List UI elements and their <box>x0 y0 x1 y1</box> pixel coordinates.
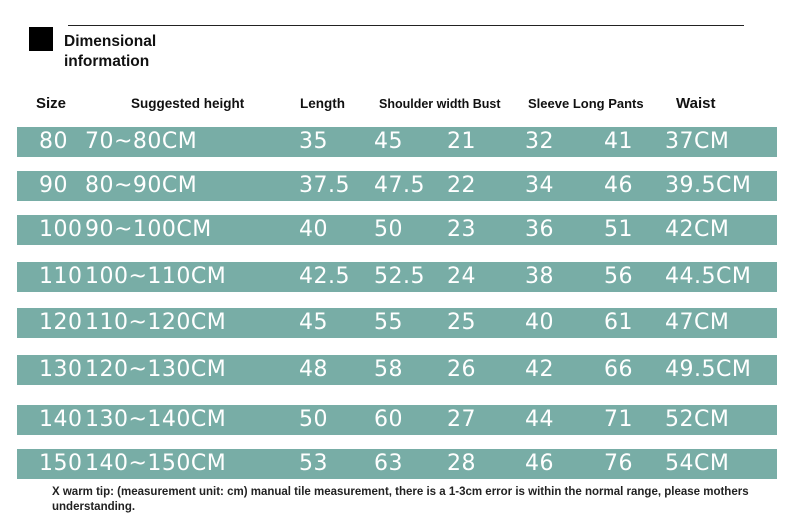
cell-length: 53 <box>299 451 328 476</box>
table-row: 150 140~150CM 53 63 28 46 76 54CM <box>17 449 777 479</box>
cell-bust: 25 <box>447 310 476 335</box>
cell-pants: 71 <box>604 407 633 432</box>
cell-size: 90 <box>39 173 68 198</box>
cell-height: 120~130CM <box>85 357 227 382</box>
cell-waist: 42CM <box>665 217 730 242</box>
cell-height: 140~150CM <box>85 451 227 476</box>
cell-waist: 52CM <box>665 407 730 432</box>
cell-waist: 54CM <box>665 451 730 476</box>
cell-waist: 37CM <box>665 129 730 154</box>
cell-pants: 61 <box>604 310 633 335</box>
cell-sleeve: 42 <box>525 357 554 382</box>
header-sleeve-pants: Sleeve Long Pants <box>528 96 644 111</box>
cell-sleeve: 34 <box>525 173 554 198</box>
table-row: 90 80~90CM 37.5 47.5 22 34 46 39.5CM <box>17 171 777 201</box>
cell-sleeve: 40 <box>525 310 554 335</box>
cell-size: 130 <box>39 357 83 382</box>
top-rule <box>68 25 744 26</box>
table-row: 100 90~100CM 40 50 23 36 51 42CM <box>17 215 777 245</box>
header-size: Size <box>36 95 67 112</box>
cell-waist: 44.5CM <box>665 264 752 289</box>
cell-length: 35 <box>299 129 328 154</box>
header-shoulder-bust: Shoulder width Bust <box>379 97 501 111</box>
header-waist: Waist <box>676 95 716 112</box>
cell-shoulder: 60 <box>374 407 403 432</box>
cell-height: 110~120CM <box>85 310 227 335</box>
cell-length: 45 <box>299 310 328 335</box>
cell-length: 50 <box>299 407 328 432</box>
cell-height: 100~110CM <box>85 264 227 289</box>
section-title: Dimensional information <box>64 32 156 72</box>
cell-shoulder: 52.5 <box>374 264 425 289</box>
cell-length: 37.5 <box>299 173 350 198</box>
cell-bust: 21 <box>447 129 476 154</box>
cell-bust: 26 <box>447 357 476 382</box>
cell-sleeve: 44 <box>525 407 554 432</box>
cell-bust: 28 <box>447 451 476 476</box>
cell-bust: 22 <box>447 173 476 198</box>
cell-length: 48 <box>299 357 328 382</box>
cell-height: 90~100CM <box>85 217 212 242</box>
cell-sleeve: 36 <box>525 217 554 242</box>
cell-height: 80~90CM <box>85 173 198 198</box>
cell-size: 80 <box>39 129 68 154</box>
cell-size: 110 <box>39 264 83 289</box>
table-row: 130 120~130CM 48 58 26 42 66 49.5CM <box>17 355 777 385</box>
cell-sleeve: 32 <box>525 129 554 154</box>
cell-pants: 51 <box>604 217 633 242</box>
table-row: 110 100~110CM 42.5 52.5 24 38 56 44.5CM <box>17 262 777 292</box>
cell-shoulder: 58 <box>374 357 403 382</box>
cell-bust: 23 <box>447 217 476 242</box>
cell-height: 70~80CM <box>85 129 198 154</box>
cell-length: 42.5 <box>299 264 350 289</box>
cell-pants: 76 <box>604 451 633 476</box>
cell-shoulder: 45 <box>374 129 403 154</box>
cell-bust: 27 <box>447 407 476 432</box>
title-line-2: information <box>64 53 150 70</box>
cell-pants: 66 <box>604 357 633 382</box>
cell-shoulder: 63 <box>374 451 403 476</box>
cell-height: 130~140CM <box>85 407 227 432</box>
cell-size: 120 <box>39 310 83 335</box>
cell-pants: 56 <box>604 264 633 289</box>
cell-size: 150 <box>39 451 83 476</box>
cell-pants: 41 <box>604 129 633 154</box>
table-header: Size Suggested height Length Shoulder wi… <box>0 92 790 118</box>
cell-waist: 49.5CM <box>665 357 752 382</box>
heading-square-icon <box>29 27 53 51</box>
cell-bust: 24 <box>447 264 476 289</box>
table-row: 140 130~140CM 50 60 27 44 71 52CM <box>17 405 777 435</box>
cell-size: 100 <box>39 217 83 242</box>
cell-pants: 46 <box>604 173 633 198</box>
header-suggested-height: Suggested height <box>131 96 245 111</box>
cell-waist: 39.5CM <box>665 173 752 198</box>
cell-size: 140 <box>39 407 83 432</box>
cell-shoulder: 55 <box>374 310 403 335</box>
table-row: 80 70~80CM 35 45 21 32 41 37CM <box>17 127 777 157</box>
cell-waist: 47CM <box>665 310 730 335</box>
cell-shoulder: 50 <box>374 217 403 242</box>
table-row: 120 110~120CM 45 55 25 40 61 47CM <box>17 308 777 338</box>
warm-tip: X warm tip: (measurement unit: cm) manua… <box>52 486 749 513</box>
title-line-1: Dimensional <box>64 33 157 50</box>
cell-sleeve: 38 <box>525 264 554 289</box>
cell-length: 40 <box>299 217 328 242</box>
header-length: Length <box>300 96 345 111</box>
cell-shoulder: 47.5 <box>374 173 425 198</box>
cell-sleeve: 46 <box>525 451 554 476</box>
